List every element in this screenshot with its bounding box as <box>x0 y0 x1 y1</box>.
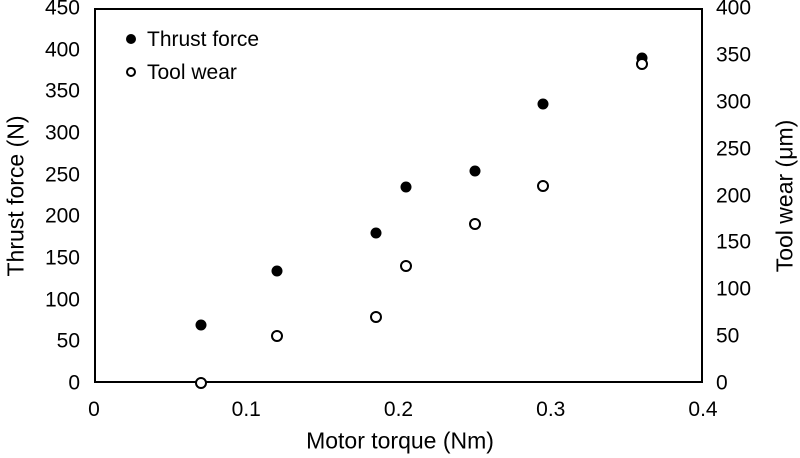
thrust-force-point <box>537 98 549 110</box>
thrust-force-point <box>271 265 283 276</box>
y-left-tick-label: 150 <box>44 246 80 270</box>
y-left-tick-label: 450 <box>44 0 80 20</box>
legend: Thrust force Tool wear <box>126 27 259 84</box>
y-axis-right-title: Tool wear (μm) <box>771 119 798 273</box>
x-tick-label: 0.3 <box>536 398 566 421</box>
tool-wear-point <box>369 311 382 324</box>
tool-wear-point <box>468 217 481 230</box>
thrust-force-point <box>370 227 382 239</box>
x-tick-label: 0.4 <box>688 398 718 421</box>
tool-wear-point <box>194 377 207 389</box>
tool-wear-point <box>537 180 550 193</box>
legend-item-thrust-force: Thrust force <box>126 27 259 51</box>
x-tick-label: 0 <box>88 398 100 421</box>
y-right-tick-label: 200 <box>716 184 752 207</box>
y-right-tick-label: 300 <box>716 90 752 114</box>
y-axis-left-title: Thrust force (N) <box>2 115 29 277</box>
x-tick-label: 0.1 <box>231 398 261 421</box>
legend-label-tool-wear: Tool wear <box>147 60 237 84</box>
tool-wear-point <box>636 58 649 71</box>
thrust-force-point <box>636 52 648 64</box>
y-right-tick-label: 150 <box>716 230 752 254</box>
x-axis-title: Motor torque (Nm) <box>306 427 494 454</box>
y-left-tick-label: 350 <box>44 79 80 103</box>
y-right-tick-label: 50 <box>716 324 740 348</box>
thrust-force-point <box>469 165 481 176</box>
filled-circle-icon <box>126 34 136 44</box>
y-right-tick-label: 0 <box>716 371 728 395</box>
open-circle-icon <box>126 67 136 77</box>
y-right-tick-label: 250 <box>716 137 752 161</box>
tool-wear-point <box>400 259 413 272</box>
y-left-tick-label: 300 <box>44 121 80 145</box>
legend-label-thrust-force: Thrust force <box>147 27 260 51</box>
y-left-tick-label: 50 <box>56 329 80 353</box>
y-left-tick-label: 250 <box>44 163 80 187</box>
tool-wear-point <box>270 330 283 343</box>
y-right-tick-label: 350 <box>716 43 752 67</box>
x-tick-label: 0.2 <box>383 398 414 421</box>
y-right-tick-label: 100 <box>716 277 752 301</box>
y-right-tick-label: 400 <box>716 0 752 20</box>
legend-item-tool-wear: Tool wear <box>126 60 259 84</box>
y-left-tick-label: 0 <box>68 371 80 395</box>
y-left-tick-label: 100 <box>44 288 80 312</box>
y-left-tick-label: 400 <box>44 38 80 62</box>
thrust-force-point <box>400 181 412 193</box>
thrust-force-point <box>195 319 207 331</box>
y-left-tick-label: 200 <box>44 204 80 228</box>
